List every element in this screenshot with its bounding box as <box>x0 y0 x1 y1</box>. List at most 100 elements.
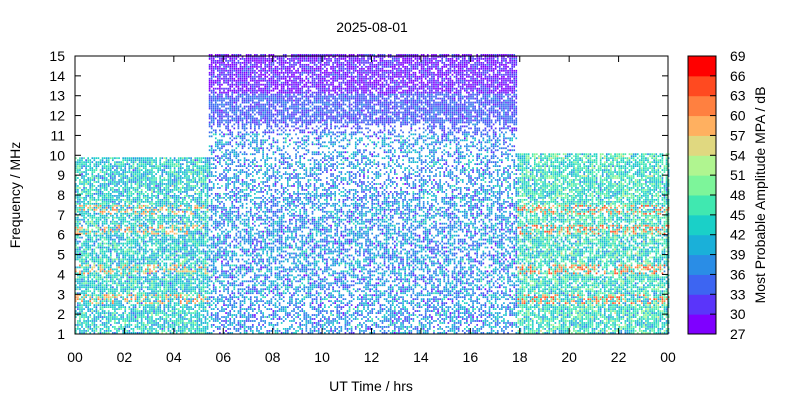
heatmap-cell <box>212 95 215 98</box>
heatmap-cell <box>120 173 122 175</box>
heatmap-cell <box>87 260 89 263</box>
heatmap-cell <box>161 284 164 287</box>
heatmap-cell <box>107 167 110 169</box>
heatmap-cell <box>177 163 180 166</box>
heatmap-cell <box>122 306 124 308</box>
heatmap-cell <box>132 193 135 195</box>
heatmap-cell <box>153 195 155 197</box>
heatmap-cell <box>175 324 178 326</box>
heatmap-cell <box>116 228 118 231</box>
heatmap-cell <box>95 167 98 169</box>
heatmap-cell <box>173 314 176 316</box>
heatmap-cell <box>159 316 162 318</box>
heatmap-cell <box>81 208 83 211</box>
heatmap-cell <box>219 196 221 199</box>
heatmap-cell <box>217 198 219 201</box>
heatmap-cell <box>214 228 217 231</box>
heatmap-cell <box>109 179 112 181</box>
heatmap-cell <box>138 183 141 185</box>
heatmap-cell <box>124 157 127 160</box>
heatmap-cell <box>182 173 184 175</box>
heatmap-cell <box>182 286 184 289</box>
heatmap-cell <box>101 195 104 197</box>
heatmap-cell <box>155 294 157 297</box>
heatmap-cell <box>85 246 87 249</box>
heatmap-cell <box>167 216 170 219</box>
heatmap-cell <box>194 187 197 189</box>
heatmap-cell <box>200 288 203 291</box>
heatmap-cell <box>161 242 164 245</box>
heatmap-cell <box>77 278 79 281</box>
heatmap-cell <box>77 292 79 295</box>
heatmap-cell <box>87 232 89 235</box>
heatmap-cell <box>136 193 139 195</box>
heatmap-cell <box>163 189 166 191</box>
heatmap-cell <box>190 208 192 211</box>
heatmap-cell <box>109 258 112 261</box>
heatmap-cell <box>147 183 149 185</box>
heatmap-cell <box>157 266 159 269</box>
heatmap-cell <box>138 242 141 245</box>
heatmap-cell <box>173 280 176 283</box>
heatmap-cell <box>202 224 205 227</box>
heatmap-cell <box>144 256 147 259</box>
heatmap-cell <box>159 183 162 185</box>
heatmap-cell <box>186 171 188 173</box>
heatmap-cell <box>192 187 194 189</box>
heatmap-cell <box>173 250 176 253</box>
heatmap-cell <box>101 198 104 201</box>
heatmap-cell <box>196 258 199 261</box>
heatmap-cell <box>212 129 215 132</box>
heatmap-cell <box>175 195 178 197</box>
heatmap-cell <box>101 179 104 181</box>
heatmap-cell <box>186 312 188 314</box>
heatmap-cell <box>109 290 112 293</box>
heatmap-cell <box>109 177 112 179</box>
heatmap-cell <box>136 167 139 169</box>
heatmap-cell <box>140 286 143 289</box>
heatmap-cell <box>124 322 127 324</box>
heatmap-cell <box>124 212 127 215</box>
heatmap-cell <box>91 272 94 275</box>
heatmap-cell <box>214 91 217 94</box>
heatmap-cell <box>167 183 170 185</box>
heatmap-cell <box>163 195 166 197</box>
heatmap-cell <box>149 318 151 320</box>
heatmap-cell <box>101 220 104 223</box>
heatmap-cell <box>179 314 182 316</box>
heatmap-cell <box>91 302 94 305</box>
heatmap-cell <box>161 318 164 320</box>
heatmap-cell <box>161 218 164 221</box>
heatmap-cell <box>126 332 129 334</box>
heatmap-cell <box>107 163 110 166</box>
heatmap-cell <box>163 288 166 291</box>
heatmap-cell <box>101 175 104 177</box>
heatmap-cell <box>134 274 137 277</box>
heatmap-cell <box>97 246 100 249</box>
heatmap-cell <box>99 290 102 293</box>
heatmap-cell <box>122 191 124 193</box>
heatmap-cell <box>210 312 213 314</box>
heatmap-cell <box>85 183 87 185</box>
heatmap-cell <box>177 169 180 171</box>
heatmap-cell <box>109 226 112 229</box>
heatmap-cell <box>153 238 155 241</box>
heatmap-cell <box>190 290 192 293</box>
heatmap-cell <box>75 266 77 269</box>
heatmap-cell <box>186 286 188 289</box>
heatmap-cell <box>202 308 205 310</box>
heatmap-cell <box>212 286 215 289</box>
heatmap-cell <box>210 67 213 70</box>
heatmap-cell <box>206 216 209 219</box>
heatmap-cell <box>202 306 205 308</box>
heatmap-cell <box>219 161 221 164</box>
heatmap-cell <box>122 296 124 299</box>
heatmap-cell <box>167 193 170 195</box>
heatmap-cell <box>202 274 205 277</box>
heatmap-cell <box>217 67 219 70</box>
heatmap-cell <box>93 280 96 283</box>
heatmap-cell <box>126 252 129 255</box>
heatmap-cell <box>186 304 188 306</box>
heatmap-cell <box>132 256 135 259</box>
